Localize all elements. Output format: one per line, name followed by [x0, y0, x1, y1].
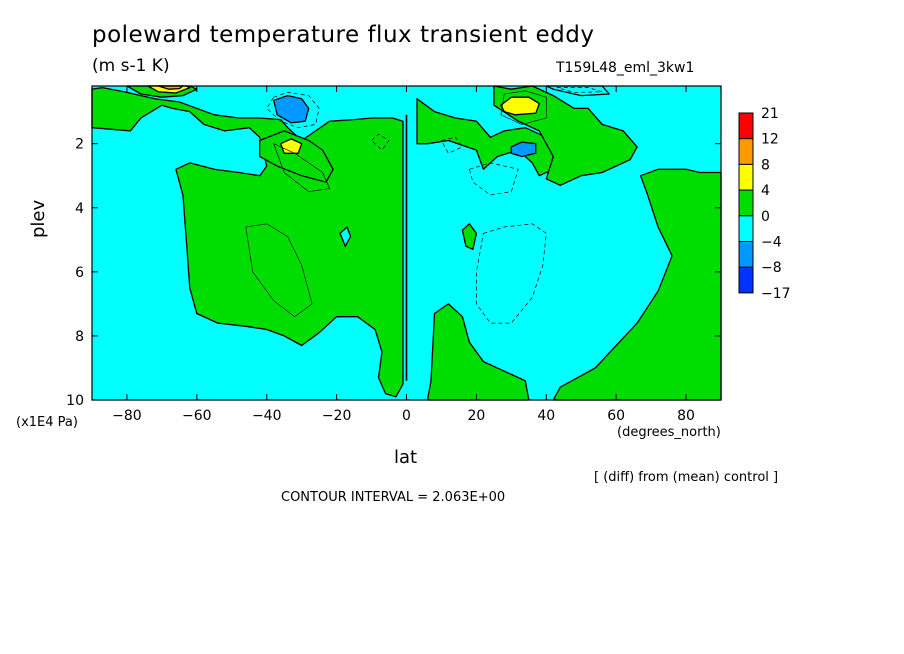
colorbar-swatch: [738, 138, 754, 165]
colorbar-swatch: [738, 241, 754, 268]
colorbar-label: −8: [761, 260, 782, 276]
contour-region-nh-positive-main: [416, 98, 561, 177]
colorbar-label: 8: [761, 157, 770, 173]
x-axis-label: lat: [394, 447, 418, 468]
y-tick-label: 6: [75, 265, 84, 281]
colorbar-label: −4: [761, 235, 782, 251]
x-tick-label: 20: [467, 408, 485, 424]
contour-region-nh-positive-bottom: [426, 303, 530, 401]
dashed-contour-0: [266, 92, 320, 129]
x-tick-label: −20: [322, 408, 352, 424]
colorbar-swatch: [738, 266, 754, 294]
contour-region-nh-positive-east: [552, 168, 722, 401]
y-tick-label: 2: [75, 137, 84, 153]
contour-regions: [91, 85, 722, 401]
colorbar-label: 21: [761, 106, 779, 122]
colorbar-label: 0: [761, 209, 770, 225]
contour-region-nh-small-positive: [461, 223, 478, 251]
dashed-contour-4: [468, 162, 519, 196]
colorbar-label: 4: [761, 183, 770, 199]
y-tick-label: 10: [66, 393, 84, 409]
thin-contour-2: [500, 90, 547, 125]
dashed-contour-1: [371, 133, 390, 151]
x-tick-label: 0: [402, 408, 411, 424]
diff-note: [ (diff) from (mean) control ]: [594, 470, 779, 485]
x-tick-label: 80: [677, 408, 695, 424]
y-axis-label: plev: [28, 199, 49, 238]
contour-region-nh-yellow: [500, 96, 540, 116]
colorbar-swatch: [738, 215, 754, 243]
colorbar-swatch: [738, 189, 754, 217]
colorbar-swatch: [738, 112, 754, 140]
contour-region-sh-yellow-small: [280, 138, 303, 154]
x-axis-units: (degrees_north): [617, 425, 721, 440]
run-label: T159L48_eml_3kw1: [556, 60, 695, 76]
thin-contour-1: [273, 143, 331, 193]
colorbar-label: −17: [761, 286, 791, 302]
contour-lines: [245, 87, 603, 381]
contour-region-sh-upper-positive: [259, 130, 334, 183]
y-axis-ticks: 2 4 6 8 10: [66, 137, 721, 409]
chart-title: poleward temperature flux transient eddy: [92, 22, 595, 48]
contour-interval: CONTOUR INTERVAL = 2.063E+00: [281, 490, 506, 505]
colorbar: 21 12 8 4 0 −4 −8 −17: [738, 106, 791, 302]
colorbar-swatch: [738, 163, 754, 191]
x-tick-label: −40: [252, 408, 282, 424]
dashed-contour-5: [556, 87, 603, 93]
x-axis-ticks: −80 −60 −40 −20 0 20 40 60 80: [112, 86, 695, 424]
contour-region-sh-cyan-hole: [339, 226, 352, 247]
x-tick-label: 40: [537, 408, 555, 424]
x-tick-label: −60: [182, 408, 212, 424]
y-tick-label: 8: [75, 329, 84, 345]
chart-units: (m s-1 K): [92, 56, 170, 76]
x-tick-label: 60: [607, 408, 625, 424]
y-axis-units: (x1E4 Pa): [16, 415, 78, 430]
contour-region-sh-blue-upper: [273, 94, 310, 124]
y-tick-label: 4: [75, 201, 84, 217]
dashed-contour-3: [440, 136, 463, 154]
colorbar-label: 12: [761, 132, 779, 148]
x-tick-label: −80: [112, 408, 142, 424]
contour-region-nh-blue-small: [510, 141, 537, 158]
thin-contour-0: [245, 223, 313, 318]
